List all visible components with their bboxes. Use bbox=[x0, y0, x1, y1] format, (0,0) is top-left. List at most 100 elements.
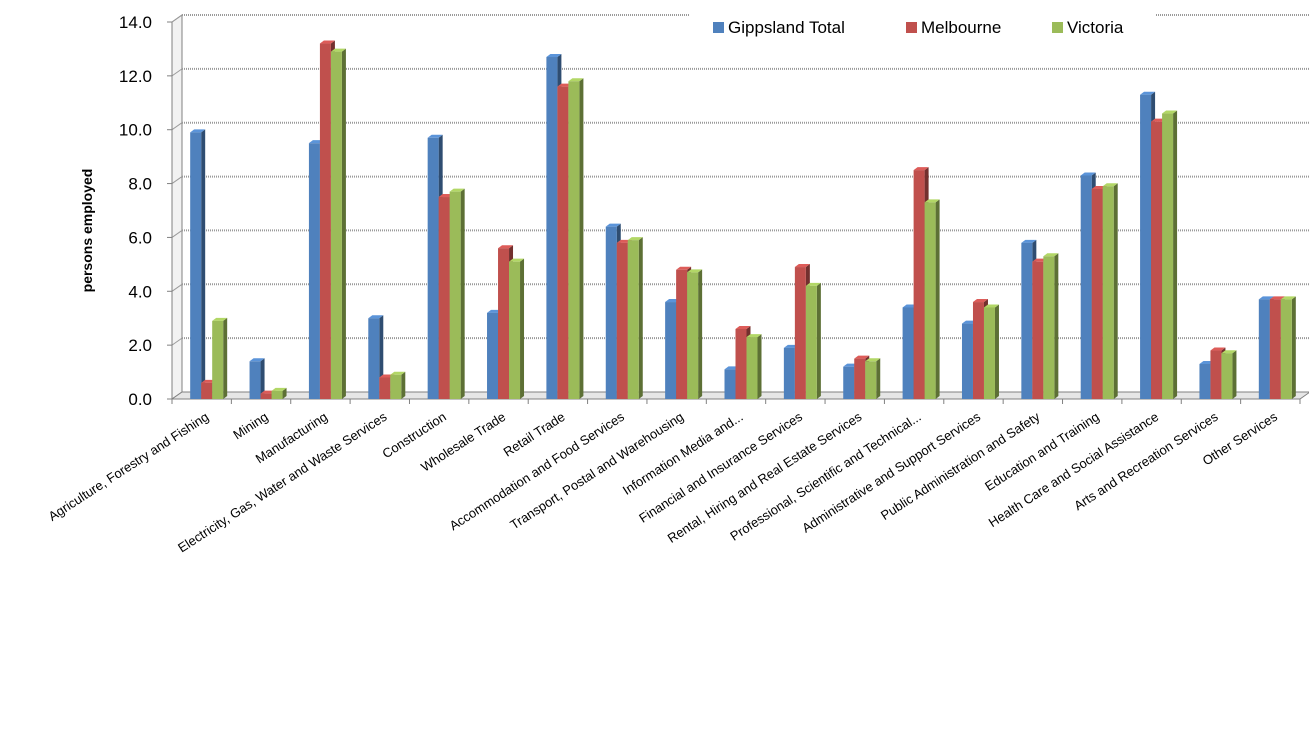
bar-top bbox=[319, 40, 335, 44]
bar-front bbox=[557, 86, 569, 399]
bar-front bbox=[330, 51, 342, 399]
bar-top bbox=[212, 317, 228, 321]
bar-side bbox=[460, 188, 465, 399]
bar-front bbox=[319, 43, 331, 400]
y-tick-label: 4.0 bbox=[128, 282, 152, 301]
bar-front bbox=[487, 312, 499, 399]
legend-item: Gippsland Total bbox=[713, 18, 845, 37]
bar-front bbox=[1199, 363, 1211, 399]
x-tick-label: Electricity, Gas, Water and Waste Servic… bbox=[175, 409, 390, 556]
bar bbox=[568, 78, 584, 399]
bar-top bbox=[546, 54, 562, 58]
bar-front bbox=[1269, 299, 1281, 399]
x-tick-label: Agriculture, Forestry and Fishing bbox=[46, 409, 212, 524]
bar-front bbox=[390, 374, 402, 399]
bar-front bbox=[616, 242, 628, 399]
bar-side bbox=[1173, 110, 1178, 400]
bar-front bbox=[1102, 186, 1114, 399]
bar-top bbox=[854, 355, 870, 359]
bars bbox=[190, 40, 1296, 400]
legend-swatch bbox=[713, 22, 724, 33]
bar-top bbox=[1140, 91, 1156, 95]
bar bbox=[190, 129, 206, 399]
bar-front bbox=[546, 57, 558, 399]
bar-front bbox=[605, 226, 617, 399]
bar-top bbox=[509, 258, 525, 262]
y-tick-label: 14.0 bbox=[119, 13, 152, 32]
bar-side bbox=[579, 78, 584, 399]
bar bbox=[271, 387, 287, 399]
bar-top bbox=[1162, 110, 1178, 114]
bar-top bbox=[794, 264, 810, 268]
bar-side bbox=[935, 199, 940, 399]
legend-swatch bbox=[906, 22, 917, 33]
bar-front bbox=[627, 240, 639, 399]
bar-front bbox=[1280, 299, 1292, 399]
bar bbox=[1043, 253, 1059, 399]
bar-front bbox=[961, 323, 973, 399]
bar-top bbox=[368, 315, 384, 319]
bar bbox=[805, 282, 821, 399]
bar-front bbox=[676, 269, 688, 399]
bar-front bbox=[1140, 94, 1152, 399]
bar-top bbox=[746, 334, 762, 338]
bar-top bbox=[1280, 296, 1296, 300]
bar-front bbox=[1221, 353, 1233, 399]
bar-front bbox=[201, 382, 213, 399]
y-tick-label: 2.0 bbox=[128, 336, 152, 355]
bar-top bbox=[1043, 253, 1059, 257]
y-tick-label: 6.0 bbox=[128, 228, 152, 247]
bar-front bbox=[1151, 121, 1163, 399]
bar-top bbox=[1258, 296, 1274, 300]
bar-front bbox=[449, 191, 461, 399]
bar bbox=[924, 199, 940, 399]
bar bbox=[509, 258, 525, 399]
gridline-side bbox=[171, 122, 183, 131]
bar-top bbox=[924, 199, 940, 203]
y-tick-label: 10.0 bbox=[119, 121, 152, 140]
bar-side bbox=[1113, 183, 1118, 399]
y-axis-label: persons employed bbox=[79, 169, 95, 293]
bar bbox=[687, 269, 703, 399]
bar bbox=[390, 371, 406, 399]
bar-top bbox=[568, 78, 584, 82]
bar-top bbox=[271, 387, 287, 391]
bar-top bbox=[805, 282, 821, 286]
bar-front bbox=[308, 143, 320, 399]
bar-front bbox=[427, 137, 439, 400]
bar-top bbox=[190, 129, 206, 133]
bar-front bbox=[498, 248, 510, 399]
bar-front bbox=[1043, 256, 1055, 399]
bar-top bbox=[449, 188, 465, 192]
bar bbox=[627, 237, 643, 399]
bar-front bbox=[924, 202, 936, 399]
bar bbox=[746, 334, 762, 399]
gridline-side bbox=[171, 176, 183, 184]
legend-label: Gippsland Total bbox=[728, 18, 845, 37]
y-axis-ticks: 0.0 2.0 4.0 6.0 8.0 10.0 12.0 14.0 bbox=[119, 13, 1301, 409]
bar-top bbox=[1102, 183, 1118, 187]
bar-front bbox=[1258, 299, 1270, 399]
bar bbox=[1162, 110, 1178, 400]
gridline-side bbox=[171, 14, 183, 23]
bar-front bbox=[1080, 175, 1092, 399]
gridline-side bbox=[171, 230, 183, 238]
legend-label: Victoria bbox=[1067, 18, 1124, 37]
bar bbox=[212, 317, 228, 399]
bar bbox=[983, 304, 999, 399]
bar-side bbox=[1054, 253, 1059, 399]
bar-side bbox=[1232, 350, 1237, 399]
bar-top bbox=[498, 245, 514, 249]
gridline-side bbox=[171, 68, 183, 77]
bar-top bbox=[983, 304, 999, 308]
bar-front bbox=[212, 320, 224, 399]
bar bbox=[1280, 296, 1296, 399]
bar-front bbox=[735, 328, 747, 399]
bar-side bbox=[201, 129, 206, 399]
bar-top bbox=[330, 48, 346, 52]
bar-side bbox=[994, 304, 999, 399]
bar-side bbox=[816, 282, 821, 399]
bar-side bbox=[282, 387, 287, 399]
x-tick-label: Mining bbox=[230, 409, 270, 442]
